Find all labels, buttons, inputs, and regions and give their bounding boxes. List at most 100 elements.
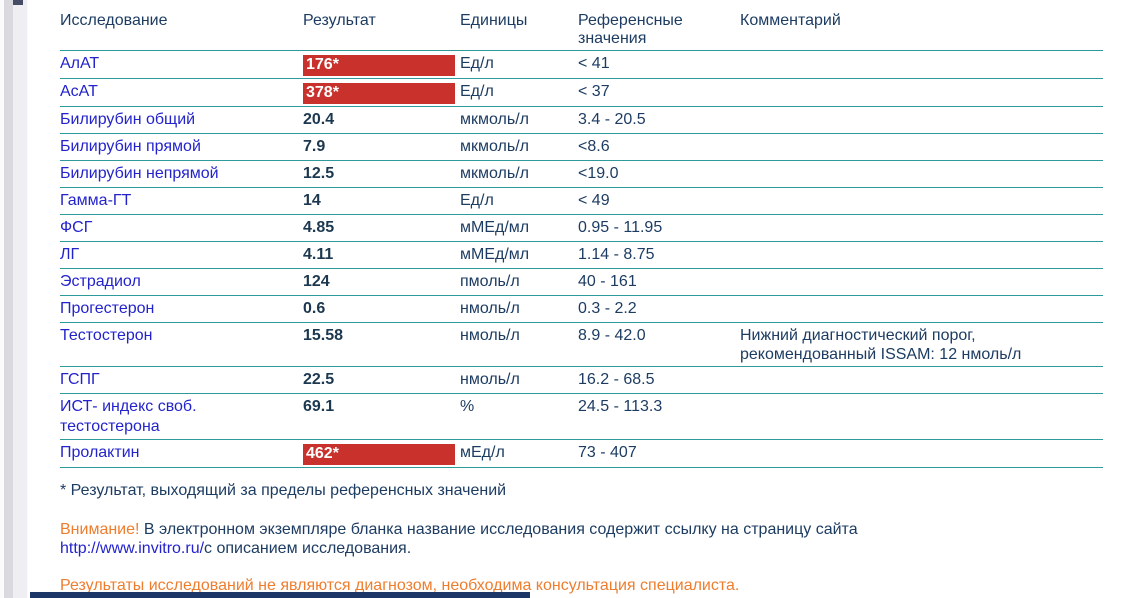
- test-name-link[interactable]: Гамма-ГТ: [60, 192, 132, 209]
- result-value: 14: [303, 192, 321, 209]
- result-value: 124: [303, 273, 330, 290]
- scrollbar-thumb[interactable]: [13, 0, 23, 5]
- units-value: Ед/л: [460, 83, 494, 100]
- header-study: Исследование: [60, 12, 168, 29]
- reference-range-value: 8.9 - 42.0: [578, 327, 646, 344]
- test-name-link[interactable]: Тестостерон: [60, 327, 153, 344]
- attention-paragraph: Внимание! В электронном экземпляре бланк…: [60, 520, 1103, 558]
- test-name-link[interactable]: Пролактин: [60, 444, 140, 461]
- page-margin-strip: [13, 0, 27, 598]
- table-row: Билирубин прямой 7.9 мкмоль/л <8.6: [60, 133, 1103, 160]
- comment-value: [740, 397, 1060, 399]
- test-name-link[interactable]: Эстрадиол: [60, 273, 141, 290]
- result-value: 12.5: [303, 165, 335, 182]
- reference-range-value: < 37: [578, 83, 610, 100]
- table-row: ЛГ 4.11 мМЕд/мл 1.14 - 8.75: [60, 241, 1103, 268]
- comment-value: [740, 191, 1060, 193]
- table-row: АсАТ 378* Ед/л < 37: [60, 78, 1103, 106]
- units-value: нмоль/л: [460, 371, 520, 388]
- header-result: Результат: [303, 12, 376, 29]
- test-name-link[interactable]: Прогестерон: [60, 300, 155, 317]
- reference-range-value: 24.5 - 113.3: [578, 398, 663, 415]
- result-value: 176*: [303, 55, 455, 76]
- units-value: нмоль/л: [460, 300, 520, 317]
- comment-value: [740, 272, 1060, 274]
- table-row: ГСПГ 22.5 нмоль/л 16.2 - 68.5: [60, 366, 1103, 393]
- units-value: %: [460, 398, 475, 415]
- reference-range-value: < 49: [578, 192, 610, 209]
- reference-range-value: <19.0: [578, 165, 619, 182]
- units-value: мЕд/л: [460, 444, 505, 461]
- out-of-range-footnote: * Результат, выходящий за пределы рефере…: [60, 482, 507, 499]
- reference-range-value: 73 - 407: [578, 444, 637, 461]
- units-value: пмоль/л: [460, 273, 520, 290]
- comment-value: [740, 299, 1060, 301]
- test-name-link[interactable]: ЛГ: [60, 246, 80, 263]
- test-name-link[interactable]: ФСГ: [60, 219, 93, 236]
- test-name-link[interactable]: Билирубин общий: [60, 111, 196, 128]
- invitro-url-link[interactable]: http://www.invitro.ru/: [60, 540, 205, 557]
- table-header-row: Исследование Результат Единицы Референсн…: [60, 10, 1103, 50]
- test-name-link[interactable]: ГСПГ: [60, 371, 100, 388]
- result-value: 22.5: [303, 371, 335, 388]
- test-name-link[interactable]: ИСТ- индекс своб. тестостерона: [60, 398, 197, 435]
- table-row: Прогестерон 0.6 нмоль/л 0.3 - 2.2: [60, 295, 1103, 322]
- table-row: ИСТ- индекс своб. тестостерона 69.1 % 24…: [60, 393, 1103, 439]
- reference-range-value: < 41: [578, 55, 610, 72]
- table-row: Эстрадиол 124 пмоль/л 40 - 161: [60, 268, 1103, 295]
- result-value: 15.58: [303, 327, 344, 344]
- result-value: 378*: [303, 83, 455, 104]
- test-name-link[interactable]: АлАТ: [60, 55, 100, 72]
- scrollbar-track[interactable]: [4, 0, 13, 598]
- reference-range-value: 16.2 - 68.5: [578, 371, 655, 388]
- test-name-link[interactable]: Билирубин непрямой: [60, 165, 219, 182]
- comment-value: [740, 137, 1060, 139]
- comment-value: [740, 164, 1060, 166]
- comment-value: [740, 54, 1060, 56]
- table-row: Тестостерон 15.58 нмоль/л 8.9 - 42.0 Ниж…: [60, 322, 1103, 366]
- test-name-link[interactable]: Билирубин прямой: [60, 138, 201, 155]
- header-reference-values: Референсные значения: [578, 12, 683, 47]
- reference-range-value: 40 - 161: [578, 273, 637, 290]
- attention-text: В электронном экземпляре бланка название…: [139, 521, 858, 538]
- units-value: Ед/л: [460, 192, 494, 209]
- comment-value: [740, 370, 1060, 372]
- header-units: Единицы: [460, 12, 528, 29]
- test-name-link[interactable]: АсАТ: [60, 83, 98, 100]
- reference-range-value: 0.95 - 11.95: [578, 219, 663, 236]
- disclaimer-text: Результаты исследований не являются диаг…: [60, 577, 740, 594]
- table-row: ФСГ 4.85 мМЕд/мл 0.95 - 11.95: [60, 214, 1103, 241]
- attention-tail: с описанием исследования.: [204, 540, 412, 557]
- table-row: Пролактин 462* мЕд/л 73 - 407: [60, 439, 1103, 467]
- comment-value: [740, 218, 1060, 220]
- result-value: 4.85: [303, 219, 335, 236]
- result-value: 4.11: [303, 246, 334, 263]
- comment-value: [740, 110, 1060, 112]
- table-row: Билирубин непрямой 12.5 мкмоль/л <19.0: [60, 160, 1103, 187]
- result-value: 7.9: [303, 138, 326, 155]
- units-value: мМЕд/мл: [460, 246, 530, 263]
- reference-range-value: 1.14 - 8.75: [578, 246, 655, 263]
- units-value: Ед/л: [460, 55, 494, 72]
- reference-range-value: 3.4 - 20.5: [578, 111, 646, 128]
- window-left-edge: [0, 0, 28, 598]
- units-value: мМЕд/мл: [460, 219, 530, 236]
- table-row: Билирубин общий 20.4 мкмоль/л 3.4 - 20.5: [60, 106, 1103, 133]
- table-body: АлАТ 176* Ед/л < 41 АсАТ 378* Ед/л < 37 …: [60, 50, 1103, 468]
- units-value: мкмоль/л: [460, 111, 529, 128]
- units-value: нмоль/л: [460, 327, 520, 344]
- attention-label: Внимание!: [60, 521, 140, 538]
- comment-value: [740, 245, 1060, 247]
- result-value: 462*: [303, 444, 455, 465]
- table-row: Гамма-ГТ 14 Ед/л < 49: [60, 187, 1103, 214]
- comment-value: [740, 82, 1060, 84]
- result-value: 69.1: [303, 398, 335, 415]
- reference-range-value: 0.3 - 2.2: [578, 300, 637, 317]
- result-value: 20.4: [303, 111, 335, 128]
- units-value: мкмоль/л: [460, 165, 529, 182]
- lab-results-report: Исследование Результат Единицы Референсн…: [60, 10, 1103, 595]
- header-comment: Комментарий: [740, 12, 841, 29]
- units-value: мкмоль/л: [460, 138, 529, 155]
- bottom-navy-bar: [30, 592, 530, 598]
- table-row: АлАТ 176* Ед/л < 41: [60, 50, 1103, 78]
